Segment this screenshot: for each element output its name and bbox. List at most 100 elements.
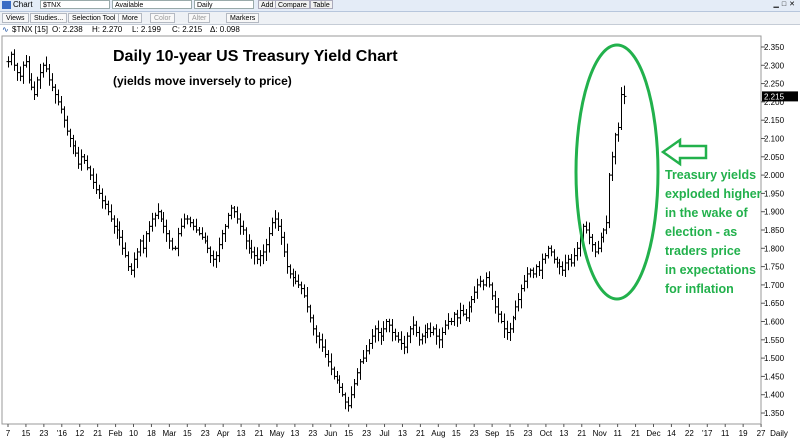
- minimize-icon[interactable]: ▁: [773, 1, 782, 8]
- color-button[interactable]: Color: [150, 13, 175, 23]
- y-tick-label: 2.350: [764, 43, 785, 52]
- callout-line: for inflation: [665, 282, 734, 296]
- y-tick-label: 1.650: [764, 299, 785, 308]
- x-tick-label: Aug: [431, 429, 445, 438]
- y-tick-label: 2.100: [764, 134, 785, 143]
- x-tick-label: Feb: [109, 429, 123, 438]
- quote-low: L: 2.199: [132, 25, 161, 34]
- y-tick-label: 1.600: [764, 318, 785, 327]
- x-tick-label: 18: [147, 429, 156, 438]
- last-price-tag: [762, 91, 798, 102]
- last-price-label: 2.215: [764, 92, 785, 101]
- x-tick-label: 7: [6, 429, 11, 438]
- x-tick-label: Daily: [770, 429, 788, 438]
- table-button[interactable]: Table: [310, 0, 333, 9]
- x-tick-label: 13: [237, 429, 246, 438]
- x-tick-label: 13: [559, 429, 568, 438]
- x-tick-label: 22: [685, 429, 694, 438]
- close-icon[interactable]: ✕: [789, 1, 798, 8]
- x-tick-label: 21: [93, 429, 102, 438]
- callout-line: Treasury yields: [665, 168, 757, 182]
- x-tick-label: Oct: [540, 429, 553, 438]
- x-tick-label: 23: [470, 429, 479, 438]
- x-tick-label: 13: [398, 429, 407, 438]
- markers-button[interactable]: Markers: [226, 13, 260, 23]
- chart-annotation-title: Daily 10-year US Treasury Yield Chart: [113, 48, 398, 65]
- x-tick-label: 21: [577, 429, 586, 438]
- x-tick-label: 21: [416, 429, 425, 438]
- x-tick-label: 23: [308, 429, 317, 438]
- symbol-input[interactable]: $TNX: [40, 0, 110, 9]
- alter-button[interactable]: Alter: [188, 13, 211, 23]
- x-tick-label: 19: [739, 429, 748, 438]
- callout-text: Treasury yields exploded higher in the w…: [665, 166, 762, 299]
- quote-open: O: 2.238: [52, 25, 83, 34]
- y-tick-label: 1.450: [764, 372, 785, 381]
- chart-app-icon: [2, 1, 11, 9]
- quote-high: H: 2.270: [92, 25, 123, 34]
- x-tick-label: '17: [702, 429, 713, 438]
- y-tick-label: 2.200: [764, 98, 785, 107]
- x-tick-label: 21: [631, 429, 640, 438]
- quote-symbol: $TNX [15]: [12, 25, 49, 34]
- x-tick-label: May: [269, 429, 284, 438]
- y-tick-label: 2.150: [764, 116, 785, 125]
- x-tick-label: Nov: [593, 429, 607, 438]
- y-tick-label: 1.350: [764, 409, 785, 418]
- x-tick-label: 10: [129, 429, 138, 438]
- x-tick-label: 23: [201, 429, 210, 438]
- y-tick-label: 1.750: [764, 263, 785, 272]
- x-tick-label: 23: [362, 429, 371, 438]
- y-tick-label: 2.050: [764, 153, 785, 162]
- x-tick-label: 15: [452, 429, 461, 438]
- x-tick-label: 27: [757, 429, 766, 438]
- callout-line: election - as: [665, 225, 738, 239]
- y-tick-label: 1.700: [764, 281, 785, 290]
- callout-line: traders price: [665, 244, 741, 258]
- x-tick-label: 11: [613, 429, 622, 438]
- x-tick-label: 11: [721, 429, 730, 438]
- callout-line: in the wake of: [665, 206, 748, 220]
- window-titlebar: Chart $TNX Available Daily Add Compare T…: [0, 0, 800, 12]
- x-tick-label: 12: [75, 429, 84, 438]
- x-tick-label: 15: [506, 429, 515, 438]
- maximize-icon[interactable]: □: [781, 1, 790, 8]
- x-tick-label: 15: [183, 429, 192, 438]
- window-title: Chart: [13, 0, 33, 9]
- compare-button[interactable]: Compare: [275, 0, 310, 9]
- callout-arrow-icon: [660, 137, 708, 167]
- x-tick-label: '16: [57, 429, 68, 438]
- chart-toolbar: Views Studies... Selection Tool More Col…: [0, 12, 800, 25]
- symbol-icon: ∿: [2, 25, 9, 34]
- y-tick-label: 1.850: [764, 226, 785, 235]
- quote-bar: ∿ $TNX [15] O: 2.238 H: 2.270 L: 2.199 C…: [0, 25, 800, 35]
- x-tick-label: 14: [667, 429, 676, 438]
- x-tick-label: Sep: [485, 429, 500, 438]
- window-controls[interactable]: ▁□✕: [774, 0, 799, 8]
- x-tick-label: 23: [39, 429, 48, 438]
- y-tick-label: 2.250: [764, 80, 785, 89]
- y-tick-label: 1.400: [764, 391, 785, 400]
- plot-area: [1, 35, 762, 425]
- studies-button[interactable]: Studies...: [30, 13, 68, 23]
- y-tick-label: 1.500: [764, 354, 785, 363]
- y-tick-label: 2.300: [764, 61, 785, 70]
- highlight-ellipse: [574, 43, 660, 301]
- x-tick-label: 13: [290, 429, 299, 438]
- views-button[interactable]: Views: [2, 13, 29, 23]
- y-tick-label: 2.000: [764, 171, 785, 180]
- y-tick-label: 1.950: [764, 189, 785, 198]
- x-tick-label: 21: [255, 429, 264, 438]
- x-tick-label: Jul: [379, 429, 389, 438]
- more-button[interactable]: More: [118, 13, 142, 23]
- period-select[interactable]: Daily: [194, 0, 254, 9]
- x-tick-label: 15: [21, 429, 30, 438]
- callout-line: exploded higher: [665, 187, 762, 201]
- x-tick-label: 23: [524, 429, 533, 438]
- quote-close: C: 2.215: [172, 25, 203, 34]
- x-tick-label: Dec: [646, 429, 660, 438]
- y-tick-label: 1.900: [764, 208, 785, 217]
- availability-select[interactable]: Available: [112, 0, 192, 9]
- x-tick-label: 15: [344, 429, 353, 438]
